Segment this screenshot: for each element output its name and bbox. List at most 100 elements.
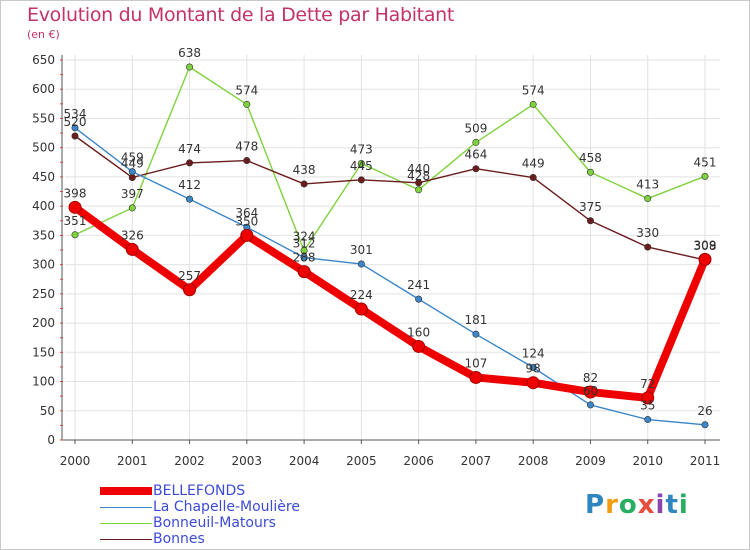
x-tick-label: 2009 (575, 454, 606, 468)
data-label-3: 375 (579, 200, 602, 214)
data-point-1 (529, 364, 537, 372)
logo-letter: i (655, 490, 666, 520)
y-tick-label: 150 (32, 345, 55, 359)
data-label-2: 638 (178, 46, 201, 60)
data-point-2 (529, 100, 537, 108)
data-label-3: 308 (694, 239, 717, 253)
data-label-1: 26 (697, 404, 712, 418)
data-point-bellefonds (125, 242, 139, 256)
data-label-0: 309 (694, 238, 717, 252)
legend-swatch-bonneuil (100, 523, 152, 524)
data-point-3 (71, 132, 79, 140)
data-point-bellefonds (240, 228, 254, 242)
data-point-bellefonds (68, 200, 82, 214)
data-point-bellefonds (354, 302, 368, 316)
data-label-1: 412 (178, 178, 201, 192)
data-label-3: 440 (407, 162, 430, 176)
legend-label-la-chapelle: La Chapelle-Moulière (153, 499, 300, 515)
series-line-0 (71, 203, 709, 402)
data-point-3 (586, 217, 594, 225)
data-point-1 (644, 416, 652, 424)
y-tick-label: 100 (32, 375, 55, 389)
data-label-1: 301 (350, 243, 373, 257)
data-label-0: 224 (350, 288, 373, 302)
data-point-2 (415, 186, 423, 194)
data-point-bellefonds (698, 252, 712, 266)
data-label-0: 398 (64, 186, 87, 200)
logo-letter: P (585, 490, 606, 520)
x-tick-label: 2005 (346, 454, 377, 468)
data-label-0: 82 (583, 371, 598, 385)
x-tick-label: 2010 (632, 454, 663, 468)
data-label-3: 478 (235, 140, 258, 154)
data-point-bellefonds (641, 391, 655, 405)
legend-swatch-la-chapelle (100, 507, 152, 508)
x-tick-label: 2008 (518, 454, 549, 468)
y-tick-label: 250 (32, 287, 55, 301)
data-point-1 (415, 295, 423, 303)
data-label-0: 326 (121, 228, 144, 242)
x-tick-label: 2004 (289, 454, 320, 468)
data-label-2: 574 (235, 83, 258, 97)
x-tick-label: 2000 (60, 454, 91, 468)
data-point-1 (701, 421, 709, 429)
data-label-3: 438 (293, 163, 316, 177)
data-point-1 (472, 330, 480, 338)
data-point-1 (186, 195, 194, 203)
data-label-2: 451 (694, 155, 717, 169)
logo-letter: i (678, 490, 689, 520)
data-label-1: 534 (64, 107, 87, 121)
legend-swatch-bellefonds (100, 487, 152, 495)
data-label-3: 449 (522, 157, 545, 171)
data-point-1 (71, 124, 79, 132)
data-point-2 (644, 195, 652, 203)
data-point-bellefonds (583, 385, 597, 399)
data-point-bellefonds (469, 370, 483, 384)
data-point-bellefonds (412, 339, 426, 353)
logo-letter: t (665, 490, 679, 520)
x-tick-label: 2006 (403, 454, 434, 468)
data-label-2: 324 (293, 230, 316, 244)
logo-letter: r (605, 490, 619, 520)
data-point-3 (128, 174, 136, 182)
data-label-1: 60 (583, 384, 598, 398)
data-label-2: 397 (121, 187, 144, 201)
y-tick-label: 0 (47, 433, 55, 447)
data-label-2: 473 (350, 142, 373, 156)
chart-title: Evolution du Montant de la Dette par Hab… (27, 4, 455, 26)
legend-swatch-bonnes (100, 539, 152, 540)
y-tick-label: 300 (32, 258, 55, 272)
unit-label: (en €) (27, 28, 60, 41)
data-label-2: 351 (64, 214, 87, 228)
data-point-1 (357, 260, 365, 268)
data-label-2: 574 (522, 83, 545, 97)
data-label-2: 428 (407, 169, 430, 183)
proxiti-logo: Proxiti (585, 490, 689, 520)
y-tick-label: 500 (32, 141, 55, 155)
data-point-bellefonds (526, 376, 540, 390)
data-label-3: 445 (350, 159, 373, 173)
data-label-0: 72 (640, 377, 655, 391)
data-label-3: 330 (636, 226, 659, 240)
legend-label-bonneuil: Bonneuil-Matours (153, 515, 276, 531)
data-point-2 (586, 168, 594, 176)
legend-label-bonnes: Bonnes (153, 531, 205, 547)
x-tick-label: 2001 (117, 454, 148, 468)
data-label-0: 107 (464, 356, 487, 370)
data-point-3 (415, 179, 423, 187)
series-line-2 (74, 66, 706, 252)
data-point-3 (472, 165, 480, 173)
data-label-1: 35 (640, 399, 655, 413)
data-label-3: 464 (464, 148, 487, 162)
series-line-1 (74, 127, 706, 426)
data-label-1: 241 (407, 278, 430, 292)
data-point-3 (357, 176, 365, 184)
data-label-0: 288 (293, 251, 316, 265)
y-tick-label: 350 (32, 228, 55, 242)
data-point-1 (128, 168, 136, 176)
x-tick-label: 2003 (232, 454, 263, 468)
y-tick-label: 400 (32, 199, 55, 213)
data-point-3 (300, 180, 308, 188)
